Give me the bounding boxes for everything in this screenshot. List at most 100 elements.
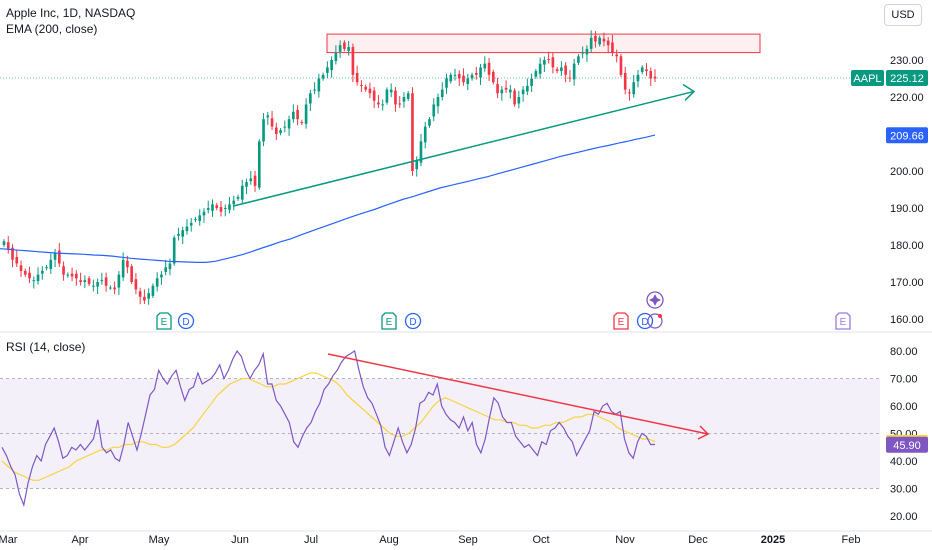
rsi-tick-label: 80.00 bbox=[890, 346, 918, 358]
candle-body bbox=[649, 71, 653, 79]
candle-body bbox=[249, 178, 253, 182]
earnings-badge-shape bbox=[835, 312, 851, 330]
candle-body bbox=[500, 89, 504, 94]
candle-body bbox=[117, 274, 121, 288]
candle-body bbox=[181, 230, 185, 237]
candle-body bbox=[453, 74, 457, 76]
candle-body bbox=[534, 71, 538, 77]
candle-body bbox=[594, 35, 597, 42]
candle-body bbox=[372, 90, 376, 101]
candle-body bbox=[147, 293, 150, 299]
candle-body bbox=[538, 63, 542, 74]
earnings-icon: E bbox=[613, 312, 629, 330]
price-tick-label: 230.00 bbox=[890, 55, 924, 67]
dividend-badge-shape bbox=[404, 312, 422, 330]
candle-body bbox=[389, 89, 393, 93]
candle-body bbox=[509, 89, 512, 93]
candle-body bbox=[526, 85, 529, 92]
currency-button[interactable]: USD bbox=[884, 4, 922, 26]
candle-body bbox=[423, 126, 427, 143]
dividend-badge-shape bbox=[177, 312, 195, 330]
candle-body bbox=[487, 62, 491, 75]
ema-value-badge bbox=[886, 127, 928, 144]
time-tick-label: 2025 bbox=[761, 534, 785, 546]
candle-body bbox=[262, 119, 265, 142]
candle-body bbox=[15, 257, 19, 264]
event-letter: E bbox=[386, 317, 393, 328]
rsi-trendline bbox=[327, 353, 709, 435]
candle-body bbox=[474, 72, 478, 75]
last-price-badge bbox=[886, 70, 928, 87]
candle-body bbox=[338, 45, 342, 52]
candle-body bbox=[598, 37, 602, 45]
candle-body bbox=[49, 259, 53, 270]
candle-body bbox=[287, 119, 291, 129]
time-tick-label: Aug bbox=[379, 534, 399, 546]
candle-body bbox=[415, 159, 419, 170]
candle-body bbox=[360, 84, 363, 86]
rsi-tick-label: 70.00 bbox=[890, 374, 918, 386]
candle-body bbox=[462, 75, 465, 83]
candle-body bbox=[619, 56, 623, 75]
candle-body bbox=[521, 89, 525, 95]
candle-body bbox=[279, 130, 282, 134]
candle-body bbox=[334, 52, 338, 61]
candle-body bbox=[440, 89, 444, 97]
candle-body bbox=[83, 280, 87, 282]
candle-body bbox=[189, 222, 193, 226]
candle-body bbox=[457, 73, 461, 79]
candle-body bbox=[130, 266, 133, 282]
rsi-ma-line bbox=[1, 372, 656, 481]
candle-body bbox=[317, 78, 321, 92]
price-tick-label: 180.00 bbox=[890, 240, 924, 252]
time-tick-label: Dec bbox=[688, 534, 708, 546]
candle-body bbox=[568, 77, 572, 79]
candle-body bbox=[653, 76, 657, 79]
event-letter: D bbox=[641, 317, 648, 328]
candle-body bbox=[160, 274, 163, 278]
rsi-value-badge-text: 45.90 bbox=[893, 440, 921, 452]
time-tick-label: Jun bbox=[231, 534, 249, 546]
candle-body bbox=[381, 104, 385, 106]
candle-body bbox=[232, 200, 236, 205]
candle-body bbox=[155, 278, 159, 287]
dividend-icon: D bbox=[177, 312, 195, 330]
candle-body bbox=[606, 40, 610, 46]
candle-body bbox=[347, 47, 350, 51]
earnings-icon: E bbox=[156, 312, 172, 330]
candle-body bbox=[270, 118, 274, 127]
candle-body bbox=[309, 93, 312, 104]
candle-body bbox=[496, 84, 499, 94]
candle-body bbox=[628, 92, 631, 94]
candle-body bbox=[92, 285, 95, 287]
candle-body bbox=[23, 270, 27, 275]
price-tick-label: 160.00 bbox=[890, 314, 924, 326]
candle-body bbox=[79, 280, 82, 282]
earnings-badge-shape bbox=[156, 312, 172, 330]
time-tick-label: Feb bbox=[842, 534, 861, 546]
candle-body bbox=[211, 204, 214, 211]
candle-body bbox=[109, 287, 112, 289]
candle-body bbox=[2, 241, 6, 245]
candle-body bbox=[419, 141, 423, 163]
candle-body bbox=[202, 211, 206, 216]
candle-body bbox=[589, 37, 593, 49]
candles bbox=[2, 30, 657, 305]
event-letter: E bbox=[840, 317, 847, 328]
ema-200-line bbox=[0, 134, 656, 263]
candle-body bbox=[245, 182, 248, 187]
event-letter: D bbox=[409, 317, 416, 328]
candle-body bbox=[645, 69, 648, 72]
earnings-icon: E bbox=[381, 312, 397, 330]
notification-dot bbox=[658, 314, 662, 318]
candle-body bbox=[274, 127, 278, 134]
candle-body bbox=[543, 60, 546, 65]
symbol-legend: Apple Inc, 1D, NASDAQ bbox=[6, 6, 136, 20]
last-price-badge-text: 225.12 bbox=[890, 73, 924, 85]
candle-body bbox=[402, 97, 406, 102]
candle-body bbox=[436, 97, 440, 107]
candle-body bbox=[185, 226, 189, 232]
candle-body bbox=[560, 67, 563, 72]
candle-body bbox=[19, 265, 23, 271]
